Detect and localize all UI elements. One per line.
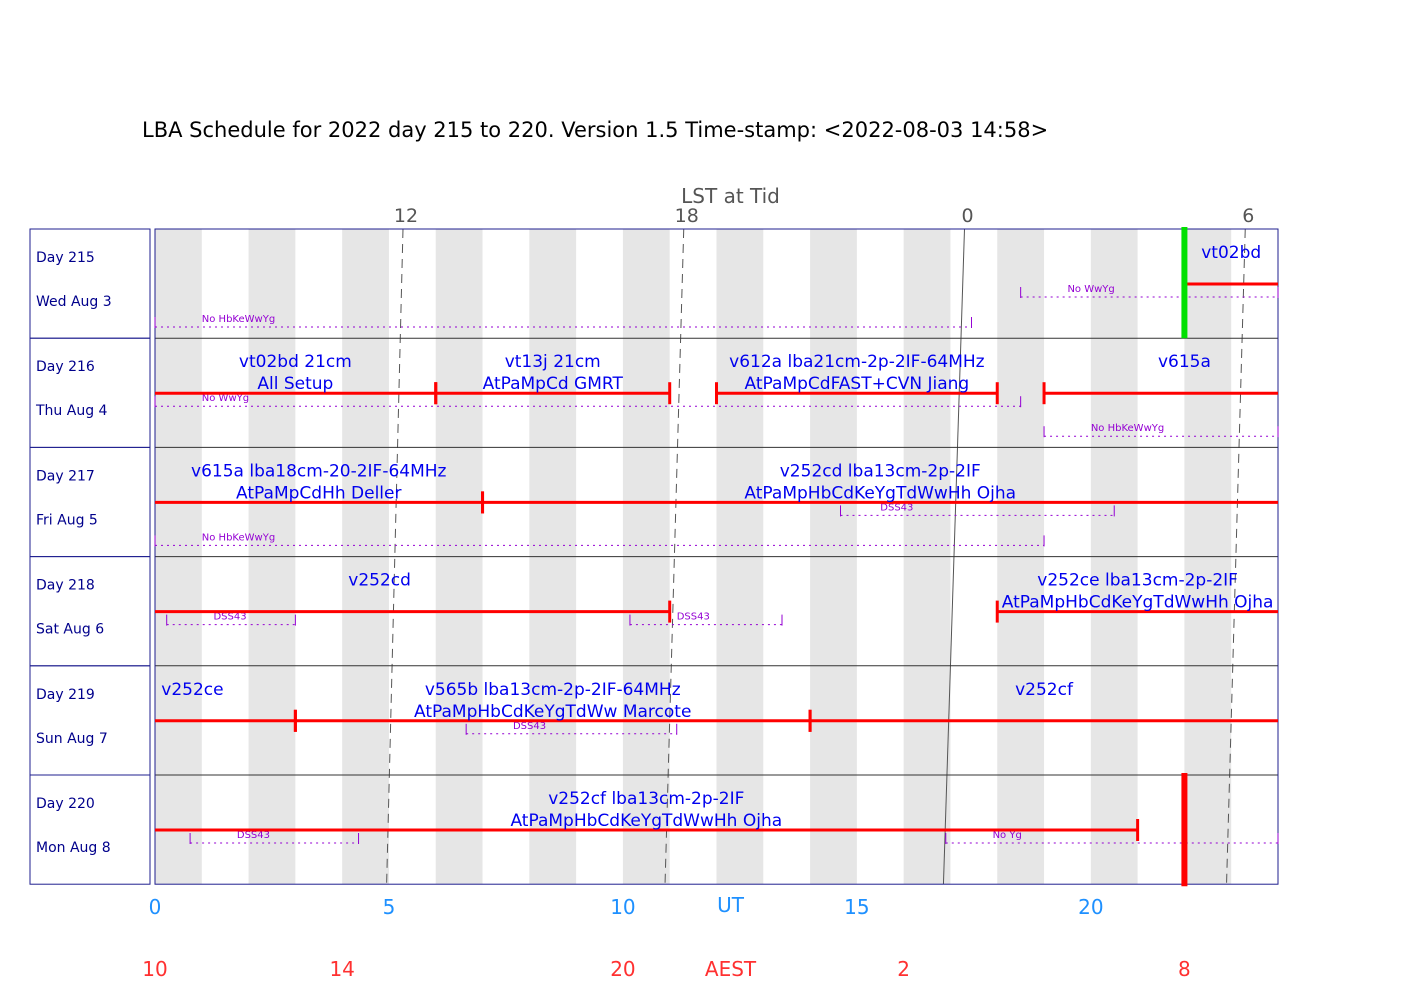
day-number-label: Day 216: [36, 359, 95, 375]
lst-tick-label: 12: [394, 205, 418, 227]
aest-tick-label: 20: [610, 957, 635, 981]
day-number-label: Day 219: [36, 687, 95, 703]
day-number-label: Day 215: [36, 250, 95, 266]
lst-tick-label: 0: [961, 205, 973, 227]
experiment-name-label: v252ce lba13cm-2p-2IF: [1037, 571, 1238, 591]
day-date-label: Fri Aug 5: [36, 512, 98, 528]
ut-tick-label: 5: [383, 895, 396, 919]
experiment-stations-label: AtPaMpHbCdKeYgTdWwHh Ojha: [744, 483, 1016, 503]
day-number-label: Day 217: [36, 468, 95, 484]
day-number-label: Day 220: [36, 796, 95, 812]
lst-tick-label: 18: [675, 205, 699, 227]
outage-label: No HbKeWwYg: [202, 532, 275, 543]
day-label-box: [29, 228, 151, 339]
outage-label: No Yg: [993, 830, 1022, 841]
experiment-stations-label: AtPaMpHbCdKeYgTdWw Marcote: [414, 702, 691, 722]
day-date-label: Thu Aug 4: [35, 403, 108, 419]
day-date-label: Wed Aug 3: [36, 294, 112, 310]
experiment-name-label: v252cf lba13cm-2p-2IF: [548, 789, 744, 809]
day-date-label: Sun Aug 7: [36, 731, 108, 747]
experiment-stations-label: AtPaMpCd GMRT: [483, 374, 624, 394]
experiment-name-label: v615a: [1158, 352, 1211, 372]
day-label-box: [29, 556, 151, 667]
day-label-box: [29, 665, 151, 776]
outage-label: DSS43: [677, 612, 710, 623]
experiment-stations-label: AtPaMpHbCdKeYgTdWwHh Ojha: [510, 811, 782, 831]
experiment-name-label: v615a lba18cm-20-2IF-64MHz: [191, 461, 447, 481]
experiment-name-label: vt13j 21cm: [505, 352, 601, 372]
day-number-label: Day 218: [36, 578, 95, 594]
outage-label: No HbKeWwYg: [1091, 423, 1164, 434]
experiment-stations-label: AtPaMpHbCdKeYgTdWwHh Ojha: [1002, 593, 1274, 613]
ut-tick-label: 20: [1078, 895, 1103, 919]
ut-tick-label: 0: [149, 895, 162, 919]
aest-tick-label: 8: [1178, 957, 1191, 981]
outage-label: No WwYg: [202, 393, 249, 404]
aest-axis-label: AEST: [705, 957, 757, 981]
experiment-stations-label: All Setup: [257, 374, 333, 394]
plot-frame: [154, 228, 1279, 885]
experiment-stations-label: AtPaMpCdHh Deller: [236, 483, 401, 503]
lst-axis-label: LST at Tid: [681, 184, 780, 208]
outage-label: DSS43: [880, 502, 913, 513]
outage-label: No WwYg: [1067, 284, 1114, 295]
experiment-name-label: v612a lba21cm-2p-2IF-64MHz: [729, 352, 985, 372]
outage-label: DSS43: [213, 612, 246, 623]
lst-tick-label: 6: [1242, 205, 1254, 227]
experiment-name-label: v252ce: [161, 680, 223, 700]
experiment-name-label: v252cf: [1015, 680, 1074, 700]
day-label-box: [29, 774, 151, 885]
axes-layer: 0 5 10 15 20 UT 10 14 20 2 8 AEST: [142, 893, 1191, 981]
ut-tick-label: 15: [844, 895, 869, 919]
outage-layer: No HbKeWwYg No WwYg No WwYg No HbKeWwYg No H…: [154, 284, 1279, 844]
experiment-stations-label: AtPaMpCdFAST+CVN Jiang: [745, 374, 970, 394]
ut-tick-label: 10: [610, 895, 635, 919]
outage-label: DSS43: [513, 721, 546, 732]
outage-label: No HbKeWwYg: [202, 314, 275, 325]
experiment-name-label: vt02bd 21cm: [239, 352, 352, 372]
outage-label: DSS43: [237, 830, 270, 841]
day-date-label: Mon Aug 8: [36, 840, 111, 856]
experiment-name-label: v252cd: [348, 571, 411, 591]
aest-tick-label: 2: [897, 957, 910, 981]
experiment-name-label: v252cd lba13cm-2p-2IF: [780, 461, 981, 481]
day-date-label: Sat Aug 6: [36, 622, 104, 638]
experiment-name-label: v565b lba13cm-2p-2IF-64MHz: [425, 680, 681, 700]
ut-axis-label: UT: [717, 893, 745, 917]
day-label-box: [29, 337, 151, 448]
day-label-box: [29, 446, 151, 558]
chart-title: LBA Schedule for 2022 day 215 to 220. Ve…: [142, 118, 1048, 142]
experiment-name-label: vt02bd: [1201, 243, 1261, 263]
row-frames: Day 215 Wed Aug 3 Day 216 Thu Aug 4 Day 217 F…: [29, 228, 1279, 885]
aest-tick-label: 10: [142, 957, 167, 981]
aest-tick-label: 14: [329, 957, 354, 981]
